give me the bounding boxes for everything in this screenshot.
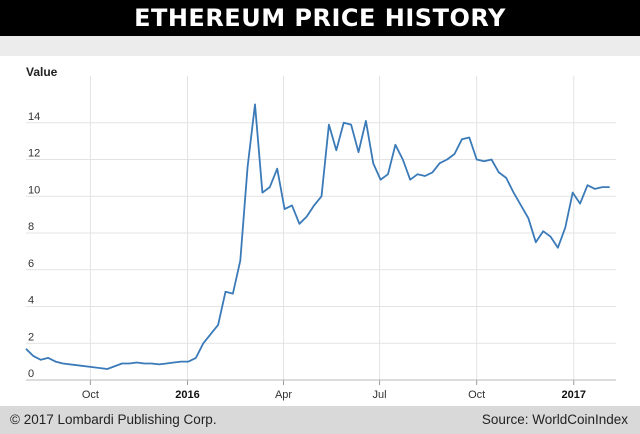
chart-area: Value 0 2 4 6 8 10 12 14 Oct 2016 Apr Jul Oct 2017 xyxy=(0,56,640,406)
source-text: Source: WorldCoinIndex xyxy=(481,412,628,427)
x-tick-label: Oct xyxy=(82,389,99,401)
y-tick-label: 2 xyxy=(28,331,34,343)
price-line-chart: Value 0 2 4 6 8 10 12 14 Oct 2016 Apr Jul Oct 2017 xyxy=(0,56,640,406)
y-tick-label: 0 xyxy=(28,368,34,380)
x-tick-labels: Oct 2016 Apr Jul Oct 2017 xyxy=(82,389,586,401)
x-tick-label: Apr xyxy=(275,389,292,401)
y-axis-title: Value xyxy=(26,65,58,79)
y-tick-label: 6 xyxy=(28,258,34,270)
x-tick-label: 2017 xyxy=(562,389,586,401)
axes xyxy=(26,379,616,385)
plot-background xyxy=(0,56,640,406)
footer-bar: © 2017 Lombardi Publishing Corp. Source:… xyxy=(0,406,640,434)
y-tick-label: 8 xyxy=(28,221,34,233)
x-tick-label: Jul xyxy=(373,389,387,401)
chart-title: ETHEREUM PRICE HISTORY xyxy=(0,0,640,36)
y-tick-label: 10 xyxy=(28,184,40,196)
x-tick-label: Oct xyxy=(468,389,485,401)
y-tick-label: 14 xyxy=(28,111,40,123)
y-tick-label: 12 xyxy=(28,148,40,160)
price-series-line xyxy=(25,103,610,370)
header-band xyxy=(0,36,640,56)
y-tick-labels: 0 2 4 6 8 10 12 14 xyxy=(28,111,40,380)
x-tick-label: 2016 xyxy=(175,389,199,401)
y-tick-label: 4 xyxy=(28,295,34,307)
series-layer xyxy=(25,103,610,370)
grid-lines xyxy=(26,76,616,380)
copyright-text: © 2017 Lombardi Publishing Corp. xyxy=(10,412,217,427)
